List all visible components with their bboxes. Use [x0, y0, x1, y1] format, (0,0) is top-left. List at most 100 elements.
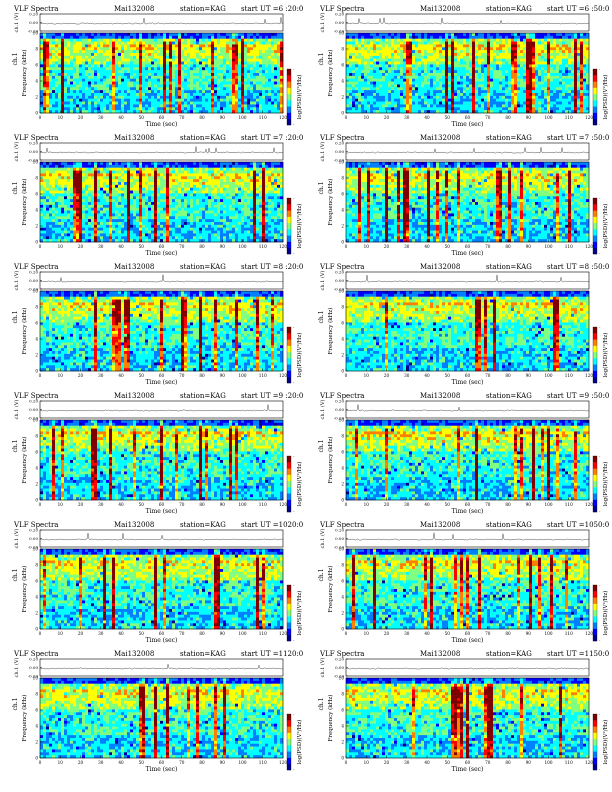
panel-title: VLF Spectra Mai132008 station=KAG start UT …	[320, 263, 610, 272]
panel-title: VLF Spectra Mai132008 station=KAG start UT …	[320, 650, 609, 659]
colorbar-bottom-tick: -	[293, 122, 295, 127]
time-xtick-label: 80	[505, 502, 511, 507]
freq-ytick-label: 6	[341, 708, 344, 713]
time-xtick-label: 120	[279, 373, 287, 378]
title-start-time: start UT =1050:0	[547, 521, 609, 530]
time-xtick-label: 80	[199, 631, 205, 636]
time-xtick-label: 100	[545, 760, 553, 765]
time-xtick-label: 70	[179, 373, 185, 378]
time-xtick-label: 50	[445, 631, 451, 636]
freq-ytick-label: 4	[341, 208, 344, 213]
colorbar-segment	[287, 468, 291, 475]
colorbar-segment	[287, 757, 291, 764]
time-xtick-label: 50	[445, 373, 451, 378]
time-xtick-label: 10	[58, 760, 64, 765]
start-ut-value: 8 :50:0	[585, 263, 610, 271]
time-xtick-label: 100	[239, 502, 247, 507]
channel-label: ch.1	[318, 311, 325, 324]
time-xlabel: Time (sec)	[452, 250, 484, 257]
title-start-time: start UT =8 :20:0	[241, 263, 303, 272]
time-xtick-label: 90	[526, 373, 532, 378]
colorbar-segment	[593, 106, 597, 113]
strip-ylabel: ch.1 (V)	[319, 658, 326, 678]
strip-ytick-label: 0.20	[29, 12, 38, 17]
start-ut-value: 9 :20:0	[279, 392, 304, 400]
time-xtick-label: 50	[139, 502, 145, 507]
colorbar	[286, 584, 292, 642]
spectrogram-image	[40, 420, 284, 501]
time-xtick-label: 100	[545, 244, 553, 249]
colorbar-segment	[287, 738, 291, 746]
time-xtick-label: 10	[58, 244, 64, 249]
time-xtick-label: 10	[364, 115, 370, 120]
freq-ytick-label: 10	[33, 289, 39, 294]
time-xtick-label: 10	[364, 760, 370, 765]
title-prefix: VLF Spectra	[14, 5, 58, 14]
colorbar-top-tick: -	[599, 67, 601, 72]
colorbar-segment	[593, 198, 597, 205]
time-xtick-label: 90	[220, 115, 226, 120]
time-xlabel: Time (sec)	[452, 637, 484, 644]
time-xtick-label: 90	[526, 244, 532, 249]
time-xlabel: Time (sec)	[146, 508, 178, 515]
strip-ytick-label: 0.20	[335, 141, 344, 146]
strip-ytick-label: -0.20	[28, 158, 39, 163]
colorbar-segment	[593, 376, 597, 384]
start-ut-value: 7 :20:0	[279, 134, 304, 142]
strip-ylabel: ch.1 (V)	[319, 13, 326, 33]
freq-ytick-label: 0	[35, 627, 38, 632]
time-xtick-label: 120	[279, 760, 287, 765]
colorbar-segment	[593, 118, 597, 126]
colorbar-segment	[287, 603, 291, 611]
time-xlabel: Time (sec)	[146, 379, 178, 386]
spectrogram-panel: VLF Spectra Mai132008 station=KAG start UT …	[306, 517, 612, 645]
time-xtick-label: 20	[384, 115, 390, 120]
title-prefix: VLF Spectra	[320, 263, 364, 272]
strip-ylabel: ch.1 (V)	[13, 142, 20, 162]
colorbar-segment	[287, 456, 291, 463]
strip-ylabel: ch.1 (V)	[13, 658, 20, 678]
freq-ytick-label: 2	[35, 740, 38, 745]
colorbar-segment	[287, 118, 291, 126]
waveform-line	[39, 532, 284, 541]
freq-ytick-label: 10	[339, 160, 345, 165]
time-xtick-label: 10	[58, 631, 64, 636]
colorbar-label: log(PSD)(V²/Hz)	[296, 591, 303, 636]
strip-ytick-label: 0.00	[335, 278, 344, 283]
freq-ytick-label: 8	[341, 563, 344, 568]
time-xtick-label: 90	[220, 760, 226, 765]
freq-ytick-label: 6	[35, 63, 38, 68]
time-xtick-label: 70	[179, 115, 185, 120]
spectrogram-image	[40, 549, 284, 630]
time-xtick-label: 110	[565, 631, 573, 636]
title-start-time: start UT =7 :50:0	[547, 134, 609, 143]
freq-ytick-label: 0	[341, 498, 344, 503]
waveform-strip	[345, 400, 590, 419]
colorbar-segment	[287, 634, 291, 642]
strip-ytick-label: -0.20	[334, 287, 345, 292]
strip-ytick-label: 0.00	[335, 20, 344, 25]
time-xtick-label: 80	[199, 760, 205, 765]
time-xtick-label: 0	[345, 244, 348, 249]
freq-ylabel: Frequency (kHz)	[21, 566, 28, 613]
colorbar-segment	[287, 585, 291, 592]
freq-ylabel: Frequency (kHz)	[21, 50, 28, 97]
channel-label: ch.1	[318, 440, 325, 453]
strip-ylabel: ch.1 (V)	[319, 142, 326, 162]
waveform-strip	[345, 529, 590, 548]
time-xtick-label: 40	[118, 631, 124, 636]
colorbar-segment	[593, 763, 597, 771]
freq-ytick-label: 0	[341, 627, 344, 632]
time-xtick-label: 60	[159, 502, 165, 507]
colorbar-top-tick: -	[293, 67, 295, 72]
time-xtick-label: 30	[404, 502, 410, 507]
time-xtick-label: 20	[384, 373, 390, 378]
colorbar-segment	[287, 493, 291, 500]
time-xtick-label: 80	[199, 502, 205, 507]
time-xtick-label: 50	[445, 760, 451, 765]
panel-title: VLF Spectra Mai132008 station=KAG start UT …	[14, 134, 304, 143]
colorbar-top-tick: -	[599, 196, 601, 201]
freq-ytick-label: 2	[341, 353, 344, 358]
strip-ytick-label: 0.00	[29, 20, 38, 25]
